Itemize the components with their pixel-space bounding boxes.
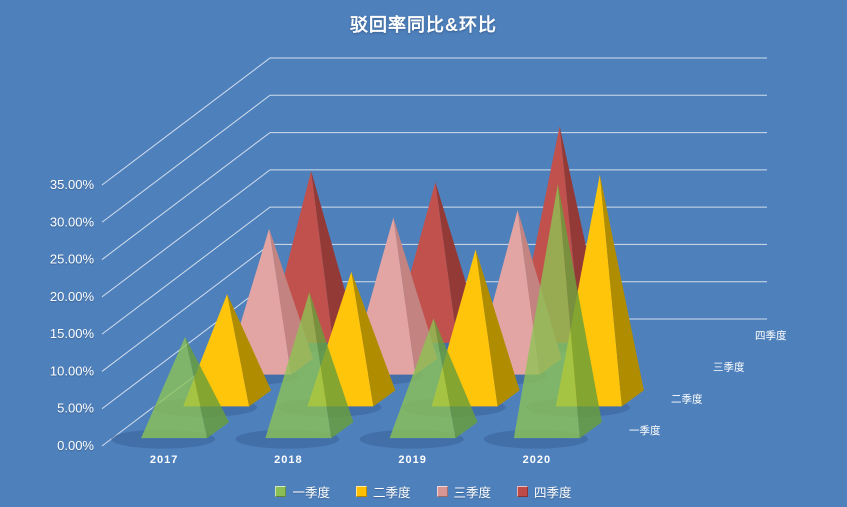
pyramid-side-face [557, 184, 602, 439]
pyramid-side-face [185, 336, 230, 439]
legend-marker-三季度 [436, 486, 448, 497]
depth-axis-label-四季度: 四季度 [755, 329, 787, 342]
pyramid-2017-一季度[interactable] [111, 336, 230, 449]
y-axis-tick-label: 10.00% [50, 363, 95, 378]
pyramid-side-face [227, 293, 272, 407]
pyramid-side-face [351, 271, 396, 407]
y-axis-tick-label: 20.00% [50, 289, 95, 304]
pyramid-side-face [599, 174, 644, 407]
pyramid-side-face [393, 217, 438, 375]
gridline-25.00% [101, 132, 767, 260]
y-axis-tick-label: 30.00% [50, 214, 95, 229]
x-axis-label-2019: 2019 [398, 454, 426, 466]
y-axis-tick-label: 25.00% [50, 252, 95, 267]
gridline-30.00% [101, 94, 767, 223]
x-axis-label-2017: 2017 [150, 454, 178, 466]
legend-marker-二季度 [355, 486, 367, 497]
depth-axis-label-一季度: 一季度 [629, 424, 661, 437]
legend-item-三季度[interactable]: 三季度 [436, 482, 492, 501]
depth-axis-label-三季度: 三季度 [713, 361, 745, 374]
gridline-20.00% [101, 169, 767, 298]
chart-legend: 一季度 二季度 三季度 四季度 [0, 482, 847, 501]
legend-label: 一季度 [292, 486, 330, 500]
pyramid-2020-一季度[interactable] [483, 184, 602, 449]
legend-marker-四季度 [517, 486, 529, 497]
legend-item-二季度[interactable]: 二季度 [355, 482, 411, 501]
pyramid-front-face [389, 318, 456, 439]
legend-label: 二季度 [372, 486, 411, 500]
chart-title: 驳回率同比&环比 [350, 15, 497, 35]
depth-axis-label-二季度: 二季度 [671, 392, 703, 405]
pyramid-side-face [309, 292, 354, 439]
legend-marker-一季度 [275, 486, 287, 497]
pyramid-front-face [141, 336, 208, 439]
legend-item-四季度[interactable]: 四季度 [517, 482, 572, 501]
y-axis-tick-label: 35.00% [50, 177, 95, 192]
y-axis-tick-label: 0.00% [57, 438, 94, 453]
gridline-35.00% [101, 57, 767, 186]
y-axis-tick-label: 15.00% [50, 326, 95, 341]
x-axis-label-2020: 2020 [523, 454, 551, 466]
pyramid-side-face [475, 249, 520, 407]
legend-label: 三季度 [453, 486, 492, 500]
pyramid-2019-一季度[interactable] [359, 318, 478, 449]
y-axis-tick-label: 5.00% [57, 401, 94, 416]
legend-item-一季度[interactable]: 一季度 [275, 482, 330, 501]
pyramid-2018-一季度[interactable] [235, 292, 354, 449]
legend-label: 四季度 [534, 486, 572, 500]
x-axis-label-2018: 2018 [274, 454, 302, 466]
pyramid-side-face [433, 318, 478, 439]
